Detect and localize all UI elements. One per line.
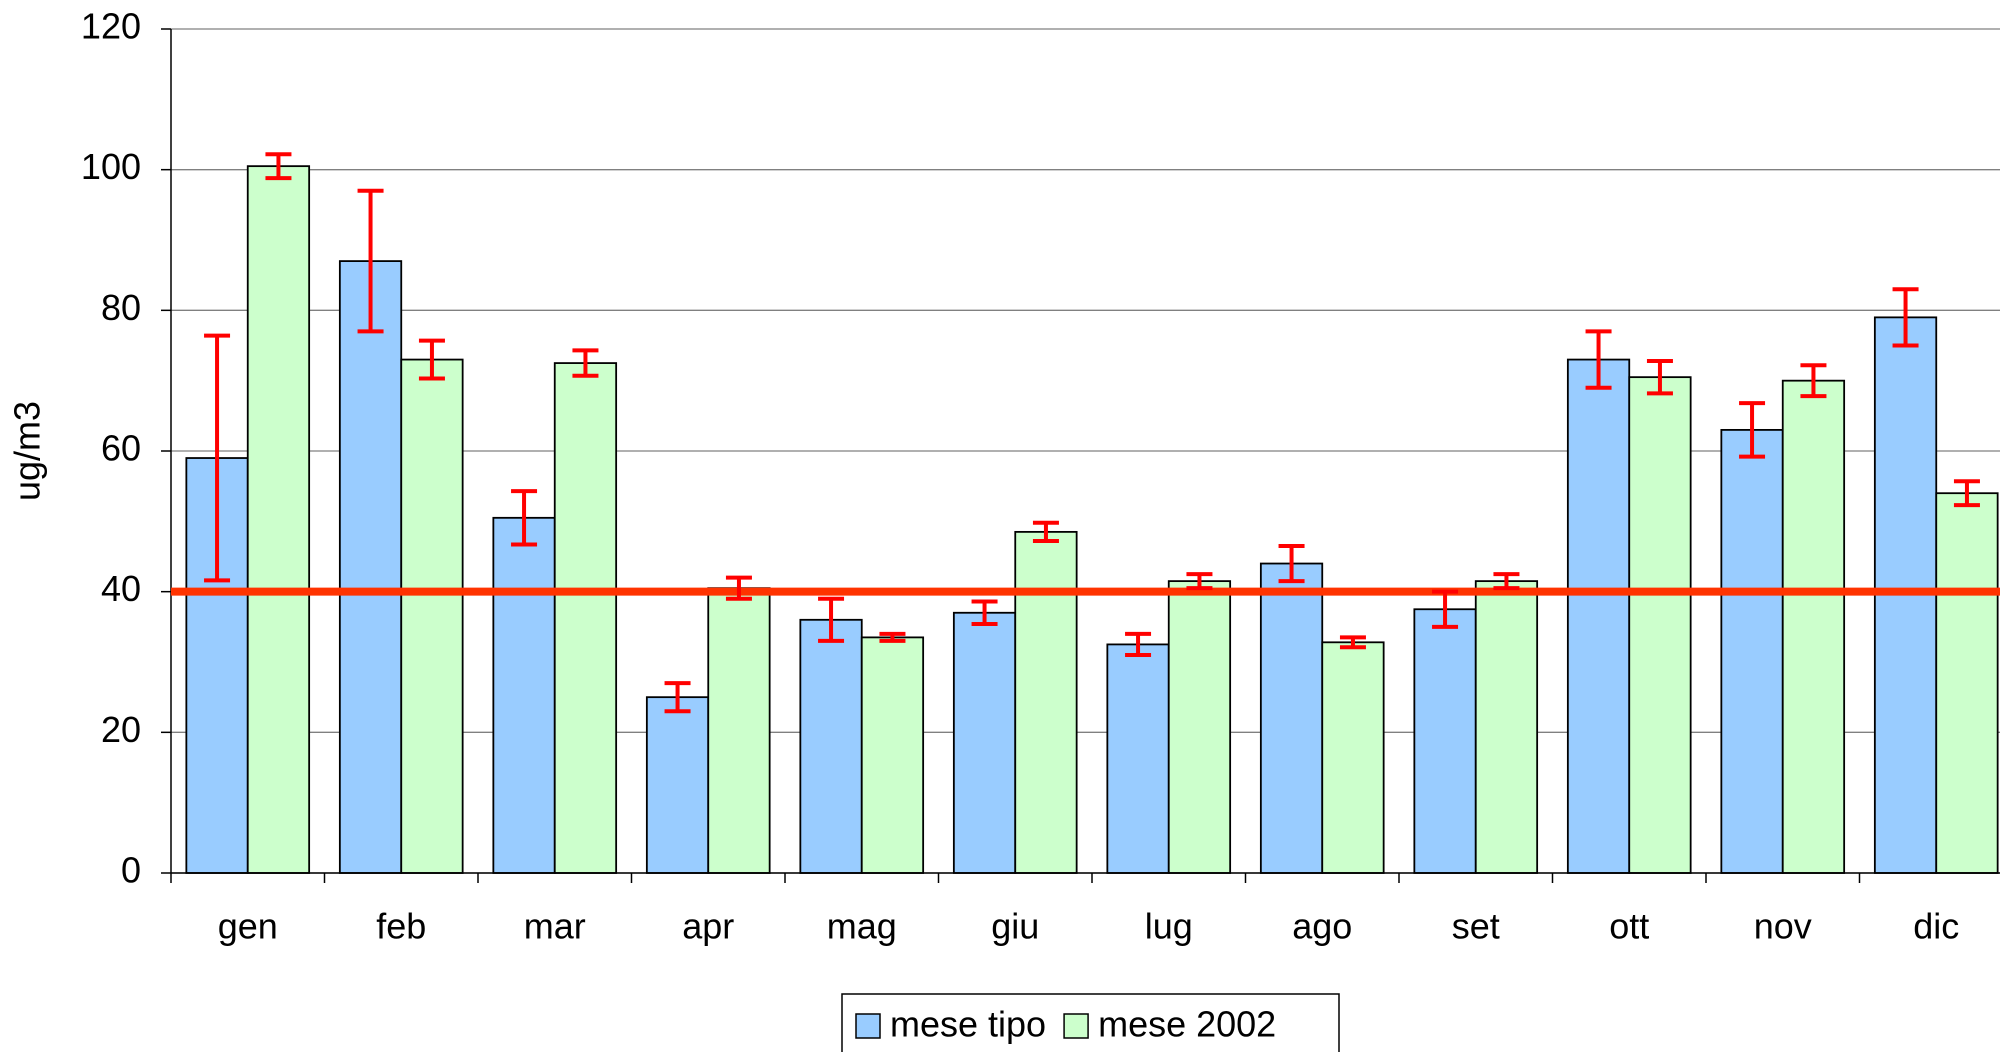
error-bar bbox=[418, 338, 445, 381]
y-tick-label: 60 bbox=[101, 428, 141, 469]
x-tick-label: set bbox=[1452, 906, 1500, 947]
error-bar bbox=[204, 333, 231, 583]
bar bbox=[1781, 379, 1846, 874]
bar bbox=[952, 611, 1017, 874]
y-tick-label: 120 bbox=[81, 6, 141, 47]
x-tick-label: nov bbox=[1754, 906, 1812, 947]
error-bar bbox=[511, 489, 538, 547]
error-bar bbox=[1493, 572, 1520, 591]
legend-swatch bbox=[1063, 1013, 1089, 1039]
y-tick-label: 80 bbox=[101, 287, 141, 328]
legend-swatch bbox=[855, 1013, 881, 1039]
error-bar bbox=[879, 631, 906, 643]
legend-frame bbox=[841, 993, 1340, 1052]
error-bar bbox=[1892, 287, 1919, 348]
bar bbox=[707, 587, 771, 874]
legend-label: mese 2002 bbox=[1098, 1004, 1276, 1045]
bar bbox=[1014, 530, 1078, 874]
bar bbox=[1628, 376, 1692, 874]
bar bbox=[1259, 562, 1324, 874]
error-bar bbox=[357, 188, 384, 334]
bar bbox=[1720, 428, 1784, 874]
error-bar bbox=[572, 348, 599, 378]
bar bbox=[1321, 641, 1385, 874]
error-bar bbox=[664, 681, 691, 714]
error-bar bbox=[1339, 635, 1366, 650]
bar bbox=[338, 260, 403, 874]
y-tick-label: 40 bbox=[101, 568, 141, 609]
error-bar bbox=[1585, 329, 1612, 390]
bar bbox=[645, 696, 710, 874]
bar bbox=[1474, 580, 1539, 874]
x-tick-label: ott bbox=[1609, 906, 1649, 947]
x-tick-label: gen bbox=[218, 906, 278, 947]
bar bbox=[492, 516, 556, 874]
legend-label: mese tipo bbox=[890, 1004, 1046, 1045]
legend: mese tipo mese 2002 bbox=[841, 993, 1340, 1052]
x-tick-label: apr bbox=[682, 906, 734, 947]
bar bbox=[1106, 643, 1170, 874]
bar bbox=[1167, 580, 1232, 874]
x-tick-label: mar bbox=[524, 906, 586, 947]
bar bbox=[1566, 358, 1631, 874]
bar bbox=[799, 618, 863, 874]
error-bar bbox=[1800, 363, 1827, 399]
bar bbox=[400, 358, 464, 874]
error-bar bbox=[1646, 358, 1673, 396]
bar bbox=[1935, 492, 1999, 874]
x-tick-label: mag bbox=[827, 906, 897, 947]
x-tick-label: giu bbox=[991, 906, 1039, 947]
error-bar bbox=[1432, 589, 1459, 629]
x-tick-label: feb bbox=[376, 906, 426, 947]
bar bbox=[1413, 608, 1477, 874]
error-bar bbox=[1278, 543, 1305, 584]
y-tick-label: 20 bbox=[101, 709, 141, 750]
x-tick-label: ago bbox=[1292, 906, 1352, 947]
y-axis-label: ug/m3 bbox=[7, 401, 48, 501]
x-tick-label: lug bbox=[1145, 906, 1193, 947]
bar bbox=[553, 362, 618, 874]
error-bar bbox=[1186, 572, 1213, 591]
error-bar bbox=[265, 152, 292, 181]
y-tick-label: 0 bbox=[121, 850, 141, 891]
error-bar bbox=[725, 575, 752, 601]
x-tick-label: dic bbox=[1913, 906, 1959, 947]
y-tick-label: 100 bbox=[81, 146, 141, 187]
error-bar bbox=[1125, 631, 1152, 657]
bar bbox=[860, 636, 925, 874]
error-bar bbox=[818, 596, 845, 643]
bar bbox=[246, 165, 311, 874]
error-bar bbox=[1953, 479, 1980, 508]
error-bar bbox=[1739, 401, 1766, 459]
error-bar bbox=[971, 599, 998, 627]
error-bar bbox=[1032, 520, 1059, 544]
